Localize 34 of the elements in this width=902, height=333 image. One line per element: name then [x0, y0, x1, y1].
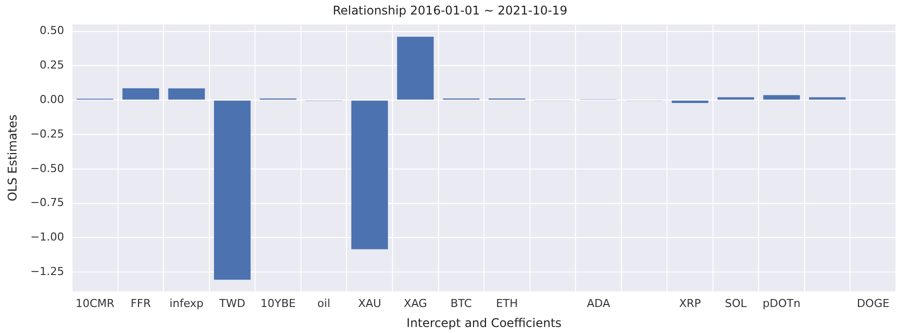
y-tick-label: 0.25: [40, 58, 64, 72]
bar: [763, 95, 800, 100]
x-tick-label: XAG: [404, 296, 428, 310]
y-tick-label: −1.25: [30, 264, 64, 278]
y-tick-label: −0.75: [30, 196, 64, 210]
bar: [351, 100, 388, 250]
x-tick-label: SOL: [724, 296, 748, 310]
x-tick-label: TWD: [218, 296, 246, 310]
x-tick-label: BTC: [450, 296, 472, 310]
x-tick-label: infexp: [170, 296, 204, 310]
x-tick-label: ADA: [586, 296, 611, 310]
x-tick-label: XAU: [358, 296, 382, 310]
y-tick-label: −0.50: [30, 162, 64, 175]
x-tick-label: 10CMR: [76, 296, 115, 310]
y-axis-title: OLS Estimates: [5, 114, 20, 202]
chart-title: Relationship 2016-01-01 ~ 2021-10-19: [332, 3, 568, 18]
y-tick-label: −0.25: [30, 127, 64, 140]
x-tick-label: XRP: [679, 296, 702, 310]
x-tick-label: pDOTn: [762, 296, 800, 310]
bar: [397, 36, 434, 100]
y-tick-label: 0.00: [40, 92, 64, 106]
x-tick-label: 10YBE: [260, 296, 296, 310]
x-tick-label: FFR: [130, 296, 152, 310]
bar: [717, 97, 754, 100]
bar: [809, 97, 846, 100]
x-tick-label: ETH: [496, 296, 518, 310]
bar: [168, 88, 205, 100]
y-tick-label: 0.50: [40, 24, 64, 38]
y-tick-label: −1.00: [30, 230, 64, 244]
bar: [214, 100, 251, 280]
bar: [122, 88, 160, 100]
x-tick-label: oil: [317, 296, 330, 310]
x-axis-title: Intercept and Coefficients: [406, 316, 562, 330]
x-tick-label: DOGE: [856, 296, 890, 310]
